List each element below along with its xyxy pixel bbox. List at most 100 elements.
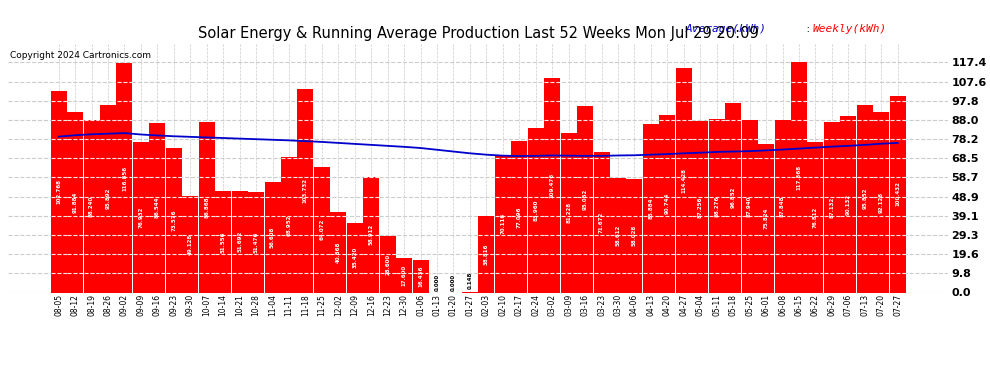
Text: 87.132: 87.132 (830, 196, 835, 218)
Text: 109.476: 109.476 (549, 172, 554, 198)
Text: 17.600: 17.600 (402, 265, 407, 286)
Text: 40.868: 40.868 (336, 242, 341, 263)
Bar (396, 258, 412, 292)
Text: 38.816: 38.816 (484, 244, 489, 265)
Text: 100.432: 100.432 (895, 182, 900, 207)
Bar (643, 124, 659, 292)
Bar (166, 148, 182, 292)
Bar (560, 133, 576, 292)
Text: 70.116: 70.116 (500, 213, 505, 234)
Bar (346, 223, 362, 292)
Bar (133, 142, 148, 292)
Text: 95.052: 95.052 (582, 189, 588, 210)
Text: 92.128: 92.128 (879, 192, 884, 213)
Bar (215, 191, 231, 292)
Bar (594, 152, 610, 292)
Bar (692, 122, 708, 292)
Bar (297, 89, 314, 292)
Bar (380, 236, 396, 292)
Bar (149, 123, 165, 292)
Bar (478, 216, 494, 292)
Bar (627, 179, 643, 292)
Bar (544, 78, 560, 292)
Text: 117.368: 117.368 (797, 165, 802, 190)
Title: Solar Energy & Running Average Production Last 52 Weeks Mon Jul 29 20:09: Solar Energy & Running Average Productio… (198, 26, 758, 40)
Text: 88.276: 88.276 (714, 195, 719, 217)
Text: 95.892: 95.892 (106, 188, 111, 209)
Bar (83, 120, 100, 292)
Bar (50, 91, 66, 292)
Text: 103.732: 103.732 (303, 178, 308, 203)
Bar (841, 116, 856, 292)
Bar (331, 212, 346, 292)
Text: 88.240: 88.240 (89, 195, 94, 217)
Text: 28.600: 28.600 (385, 254, 390, 275)
Text: 58.912: 58.912 (368, 224, 374, 245)
Text: 51.476: 51.476 (253, 231, 258, 253)
Text: 58.028: 58.028 (632, 225, 637, 246)
Bar (890, 96, 906, 292)
Text: 87.256: 87.256 (698, 196, 703, 217)
Text: 71.672: 71.672 (599, 211, 604, 233)
Text: 90.132: 90.132 (845, 194, 850, 215)
Bar (873, 112, 889, 292)
Text: Weekly(kWh): Weekly(kWh) (812, 24, 886, 34)
Text: 75.824: 75.824 (763, 207, 768, 229)
Bar (808, 142, 824, 292)
Text: 58.612: 58.612 (616, 224, 621, 246)
Bar (511, 141, 528, 292)
Text: 56.608: 56.608 (270, 226, 275, 248)
Bar (824, 122, 840, 292)
Bar (742, 120, 757, 292)
Text: 96.852: 96.852 (731, 187, 736, 208)
Bar (100, 105, 116, 292)
Text: 77.096: 77.096 (517, 206, 522, 228)
Text: 76.812: 76.812 (813, 207, 818, 228)
Bar (709, 119, 725, 292)
Text: 81.228: 81.228 (566, 202, 571, 223)
Bar (232, 191, 248, 292)
Bar (363, 177, 379, 292)
Text: Copyright 2024 Cartronics.com: Copyright 2024 Cartronics.com (10, 51, 150, 60)
Bar (791, 62, 807, 292)
Text: 85.884: 85.884 (648, 198, 653, 219)
Bar (413, 260, 429, 292)
Bar (528, 128, 544, 292)
Bar (676, 68, 692, 292)
Text: 114.428: 114.428 (681, 168, 686, 193)
Text: 90.744: 90.744 (665, 193, 670, 214)
Bar (264, 182, 280, 292)
Bar (199, 122, 215, 292)
Text: :: : (803, 24, 813, 34)
Bar (774, 120, 790, 292)
Bar (67, 112, 83, 292)
Text: 116.856: 116.856 (122, 165, 127, 190)
Text: 83.960: 83.960 (534, 200, 539, 221)
Text: 91.884: 91.884 (72, 192, 77, 213)
Bar (281, 158, 297, 292)
Bar (117, 63, 133, 292)
Bar (182, 196, 198, 292)
Text: 76.932: 76.932 (139, 206, 144, 228)
Text: 87.848: 87.848 (780, 196, 785, 217)
Text: 51.692: 51.692 (238, 231, 243, 252)
Text: 0.000: 0.000 (451, 273, 456, 291)
Text: 68.952: 68.952 (286, 214, 291, 236)
Bar (726, 103, 742, 292)
Bar (495, 155, 511, 292)
Bar (659, 115, 675, 292)
Bar (856, 105, 873, 292)
Text: 0.148: 0.148 (467, 272, 472, 289)
Text: 86.868: 86.868 (204, 196, 209, 218)
Text: 64.072: 64.072 (320, 219, 325, 240)
Text: 51.556: 51.556 (221, 231, 226, 253)
Text: 87.940: 87.940 (747, 196, 752, 217)
Text: 16.436: 16.436 (418, 266, 423, 287)
Text: 86.544: 86.544 (154, 197, 159, 218)
Text: 35.420: 35.420 (352, 247, 357, 268)
Bar (610, 178, 626, 292)
Text: 95.852: 95.852 (862, 188, 867, 209)
Bar (758, 144, 774, 292)
Text: 73.576: 73.576 (171, 210, 176, 231)
Bar (314, 167, 330, 292)
